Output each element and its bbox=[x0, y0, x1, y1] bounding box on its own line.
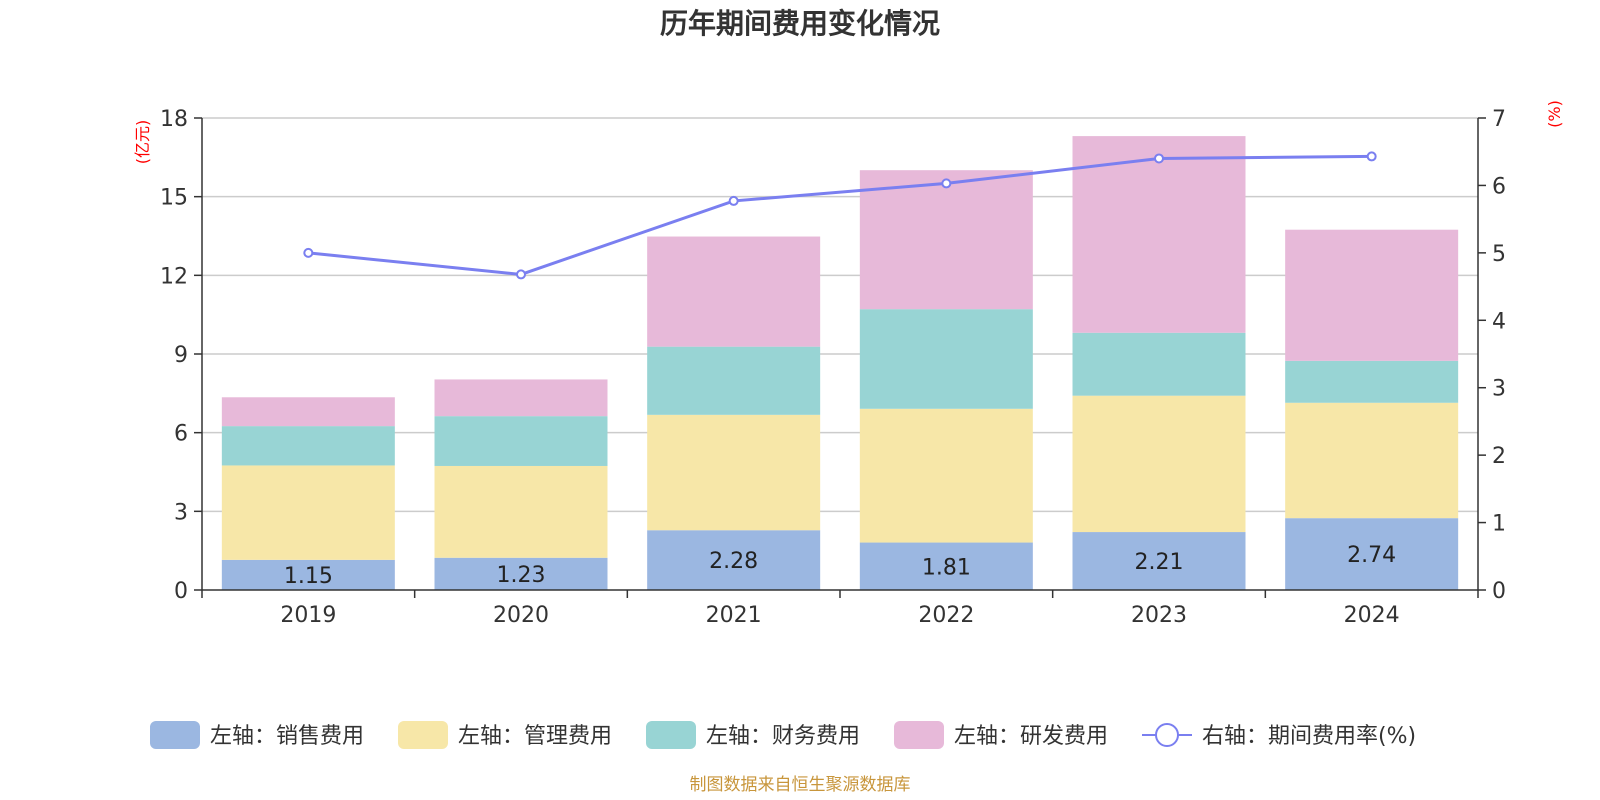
y-right-unit-label: (%) bbox=[1545, 100, 1564, 128]
rate-point bbox=[1154, 153, 1164, 164]
legend-label: 左轴：财务费用 bbox=[706, 724, 860, 749]
bar-segment bbox=[221, 397, 395, 427]
bar-segment bbox=[859, 542, 1033, 590]
bar-segment bbox=[1072, 395, 1246, 533]
rate-point bbox=[728, 195, 739, 206]
y-right-tick-label: 0 bbox=[1492, 579, 1506, 604]
y-left-tick-label: 15 bbox=[160, 186, 188, 211]
bar-segment bbox=[434, 465, 608, 558]
x-tick-label: 2021 bbox=[706, 603, 762, 628]
legend-marker-swatch bbox=[1155, 723, 1179, 747]
bar-segment bbox=[1072, 532, 1246, 590]
source-note: 制图数据来自恒生聚源数据库 bbox=[690, 775, 911, 795]
rate-line bbox=[303, 151, 1377, 280]
y-left-tick-label: 6 bbox=[174, 422, 188, 447]
x-tick-label: 2019 bbox=[280, 603, 336, 628]
bar-value-label: 2.28 bbox=[709, 549, 758, 574]
legend: 左轴：销售费用 左轴：管理费用 左轴：财务费用 左轴：研发费用 右轴：期间费用率(%) bbox=[150, 721, 1416, 749]
y-left-tick-label: 3 bbox=[174, 500, 188, 525]
legend-item: 左轴：财务费用 bbox=[646, 721, 860, 749]
bar-segment bbox=[647, 530, 821, 590]
y-left-tick-label: 18 bbox=[160, 107, 188, 132]
bar-segment bbox=[221, 465, 395, 560]
y-left-tick-label: 12 bbox=[160, 264, 188, 289]
legend-swatch bbox=[646, 721, 696, 749]
x-tick-label: 2022 bbox=[918, 603, 974, 628]
bar-value-label: 2.74 bbox=[1347, 543, 1396, 568]
y-right-tick-label: 7 bbox=[1492, 107, 1506, 132]
chart-title: 历年期间费用变化情况 bbox=[660, 7, 940, 40]
bar-segment bbox=[434, 379, 608, 417]
rate-point bbox=[941, 178, 952, 189]
y-right-tick-label: 1 bbox=[1492, 512, 1506, 537]
bar-value-label: 2.21 bbox=[1135, 550, 1184, 575]
bar-segment bbox=[1072, 332, 1246, 396]
bar-segment bbox=[1285, 360, 1459, 403]
x-tick-label: 2023 bbox=[1131, 603, 1187, 628]
legend-item: 左轴：管理费用 bbox=[398, 721, 612, 749]
y-left-tick-label: 9 bbox=[174, 343, 188, 368]
gridlines bbox=[202, 117, 1478, 513]
legend-label: 左轴：研发费用 bbox=[954, 724, 1108, 749]
bar-segment bbox=[221, 559, 395, 590]
y-right-tick-label: 5 bbox=[1492, 242, 1506, 267]
legend-label: 右轴：期间费用率(%) bbox=[1202, 724, 1416, 749]
bar-segment bbox=[859, 408, 1033, 543]
data-labels: 1.15 1.23 2.28 1.81 2.21 2.74 bbox=[284, 543, 1396, 589]
legend-label: 左轴：管理费用 bbox=[458, 724, 612, 749]
legend-swatch bbox=[894, 721, 944, 749]
bar-segment bbox=[647, 236, 821, 347]
legend-item: 左轴：研发费用 bbox=[894, 721, 1108, 749]
y-right-tick-label: 2 bbox=[1492, 444, 1506, 469]
x-tick-label: 2024 bbox=[1344, 603, 1400, 628]
bar-value-label: 1.23 bbox=[497, 563, 546, 588]
rate-line-path bbox=[308, 154, 1372, 276]
bar-segment bbox=[434, 416, 608, 466]
bar-segment bbox=[647, 346, 821, 415]
legend-item: 左轴：销售费用 bbox=[150, 721, 364, 749]
rate-point bbox=[1366, 151, 1377, 162]
bar-segment bbox=[1285, 518, 1459, 590]
y-left-tick-label: 0 bbox=[174, 579, 188, 604]
bar-value-label: 1.15 bbox=[284, 564, 333, 589]
bar-value-label: 1.81 bbox=[922, 555, 971, 580]
y-left-unit-label: (亿元) bbox=[133, 120, 152, 165]
bar-segment bbox=[434, 557, 608, 590]
x-tick-label: 2020 bbox=[493, 603, 549, 628]
legend-label: 左轴：销售费用 bbox=[210, 724, 364, 749]
bar-segment bbox=[647, 414, 821, 531]
bar-segment bbox=[221, 426, 395, 466]
bar-segment bbox=[859, 170, 1033, 310]
y-right-tick-label: 6 bbox=[1492, 174, 1506, 199]
rate-point bbox=[516, 269, 526, 280]
rate-point bbox=[303, 247, 314, 258]
legend-item: 右轴：期间费用率(%) bbox=[1142, 723, 1416, 749]
y-right-tick-label: 3 bbox=[1492, 377, 1506, 402]
bar-segment bbox=[1072, 136, 1246, 333]
bar-segment bbox=[859, 309, 1033, 409]
legend-swatch bbox=[150, 721, 200, 749]
bars bbox=[221, 136, 1459, 590]
bar-segment bbox=[1285, 229, 1459, 361]
bar-segment bbox=[1285, 402, 1459, 519]
legend-swatch bbox=[398, 721, 448, 749]
y-right-tick-label: 4 bbox=[1492, 309, 1506, 334]
